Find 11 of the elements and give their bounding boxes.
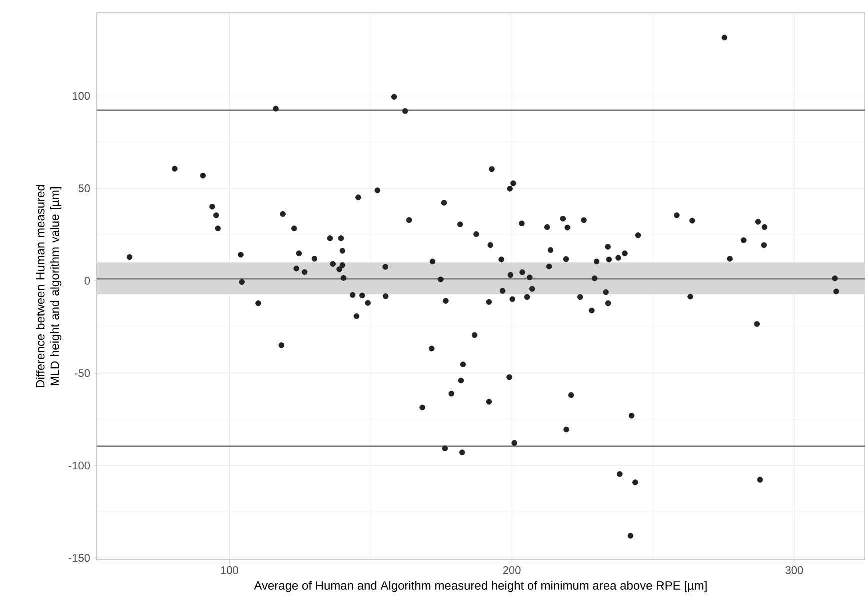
x-tick-label: 200: [503, 566, 521, 574]
y-tick-label: 0: [84, 277, 90, 285]
y-tick-label: -100: [68, 462, 90, 470]
x-tick-label: 100: [221, 566, 238, 574]
y-tick-label: 50: [78, 184, 90, 192]
y-tick-label: -150: [68, 554, 90, 562]
y-tick-label: -50: [75, 369, 90, 378]
y-axis-title: Difference between Human measured MLD height and algorithm value [µm]: [36, 185, 62, 388]
y-tick-label: 100: [72, 92, 90, 100]
x-tick-label: 300: [786, 566, 804, 574]
x-axis-title: Average of Human and Algorithm measured height of minimum area above RPE [µm]: [254, 581, 707, 592]
